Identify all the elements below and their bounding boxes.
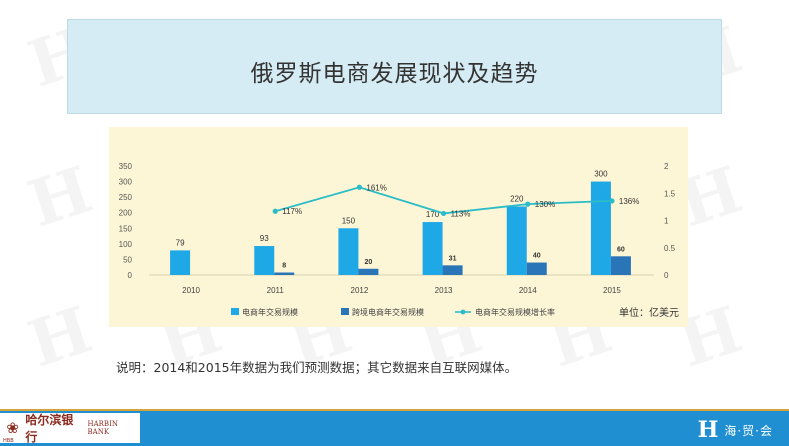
x-tick-label: 2011: [267, 286, 285, 295]
growth-rate-label: 130%: [535, 200, 555, 209]
footer-accent-line: [0, 409, 789, 411]
y-left-tick-label: 350: [119, 162, 133, 171]
haimaohui-logo-text: 海·贸·会: [724, 423, 773, 438]
growth-rate-point: [440, 210, 447, 217]
y-left-tick-label: 50: [123, 255, 132, 264]
watermark-mark: H: [19, 152, 101, 243]
bar-crossborder-label: 31: [449, 255, 457, 262]
y-right-tick-label: 0: [664, 271, 669, 280]
growth-rate-label: 113%: [451, 209, 471, 218]
x-tick-label: 2010: [182, 286, 200, 295]
footnote: 说明：2014和2015年数据为我们预测数据；其它数据来自互联网媒体。: [116, 360, 518, 375]
bar-ecommerce-label: 170: [426, 210, 440, 219]
haimaohui-logo: H 海·贸·会: [698, 417, 773, 443]
chart-panel: 0 50 100 150 200 250 300 350 0 0.5 1 1.5 2 2010 2011 20…: [109, 127, 688, 327]
growth-rate-point: [272, 208, 278, 214]
y-right-tick-label: 1.5: [664, 189, 676, 198]
growth-rate-label: 161%: [366, 183, 386, 192]
bar-ecommerce-label: 220: [510, 194, 524, 203]
y-right-tick-label: 2: [664, 162, 669, 171]
y-left-tick-label: 300: [119, 178, 133, 187]
bar-crossborder-label: 8: [282, 263, 286, 270]
growth-rate-point: [609, 198, 615, 204]
bank-logo-en: HARBIN BANK: [87, 420, 118, 436]
bar-crossborder: [442, 265, 463, 275]
watermark-mark: H: [19, 292, 101, 383]
legend-label-ecommerce: 电商年交易规模: [242, 307, 298, 317]
legend-swatch-growth-point: [460, 309, 466, 315]
bar-ecommerce-label: 93: [260, 234, 269, 243]
unit-label: 单位：亿美元: [619, 306, 679, 319]
bar-ecommerce: [590, 181, 611, 275]
y-left-tick-label: 250: [119, 193, 133, 202]
bar-crossborder-label: 20: [365, 259, 373, 266]
bank-logo-text: 哈尔滨银行: [25, 413, 74, 444]
x-tick-label: 2012: [351, 286, 369, 295]
bank-logo-sub: HBB: [3, 438, 14, 444]
growth-rate-label: 136%: [619, 197, 639, 206]
bar-crossborder: [610, 256, 631, 275]
y-right-tick-label: 1: [664, 217, 669, 226]
bar-ecommerce: [170, 250, 191, 275]
bar-ecommerce: [422, 222, 443, 275]
legend-swatch-crossborder: [341, 308, 349, 315]
bar-crossborder: [274, 272, 295, 275]
legend-label-crossborder: 跨境电商年交易规模: [352, 307, 424, 317]
bar-crossborder-label: 60: [617, 246, 625, 253]
y-left-tick-label: 0: [128, 271, 133, 280]
growth-rate-line: [275, 186, 612, 215]
growth-rate-point: [356, 184, 363, 190]
harbin-bank-logo: ❀ 哈尔滨银行 HARBIN BANK HBB: [0, 413, 140, 444]
haimaohui-mark-icon: H: [697, 417, 719, 443]
growth-rate-label: 117%: [282, 207, 302, 216]
bar-ecommerce: [506, 206, 527, 275]
bar-ecommerce: [254, 246, 275, 275]
bar-crossborder: [358, 268, 379, 275]
bar-ecommerce: [338, 228, 359, 275]
bar-ecommerce-label: 300: [594, 170, 608, 179]
y-left-tick-label: 200: [119, 209, 133, 218]
bar-ecommerce-label: 150: [342, 216, 356, 225]
x-tick-label: 2014: [519, 286, 537, 295]
y-left-tick-label: 100: [119, 240, 133, 249]
title-band: 俄罗斯电商发展现状及趋势: [67, 19, 722, 114]
legend-label-growth: 电商年交易规模增长率: [475, 307, 555, 317]
slide-title: 俄罗斯电商发展现状及趋势: [250, 61, 539, 87]
bar-crossborder-label: 40: [533, 253, 541, 260]
bar-ecommerce-label: 79: [176, 238, 185, 247]
x-tick-label: 2015: [603, 286, 621, 295]
growth-rate-point: [525, 201, 531, 207]
legend-swatch-ecommerce: [231, 308, 239, 315]
bar-crossborder: [526, 262, 547, 275]
y-left-tick-label: 150: [119, 224, 133, 233]
chart: 0 50 100 150 200 250 300 350 0 0.5 1 1.5 2 2010 2011 20…: [119, 162, 679, 319]
x-tick-label: 2013: [435, 286, 453, 295]
y-right-tick-label: 0.5: [664, 244, 676, 253]
bank-emblem-icon: ❀: [6, 419, 19, 437]
